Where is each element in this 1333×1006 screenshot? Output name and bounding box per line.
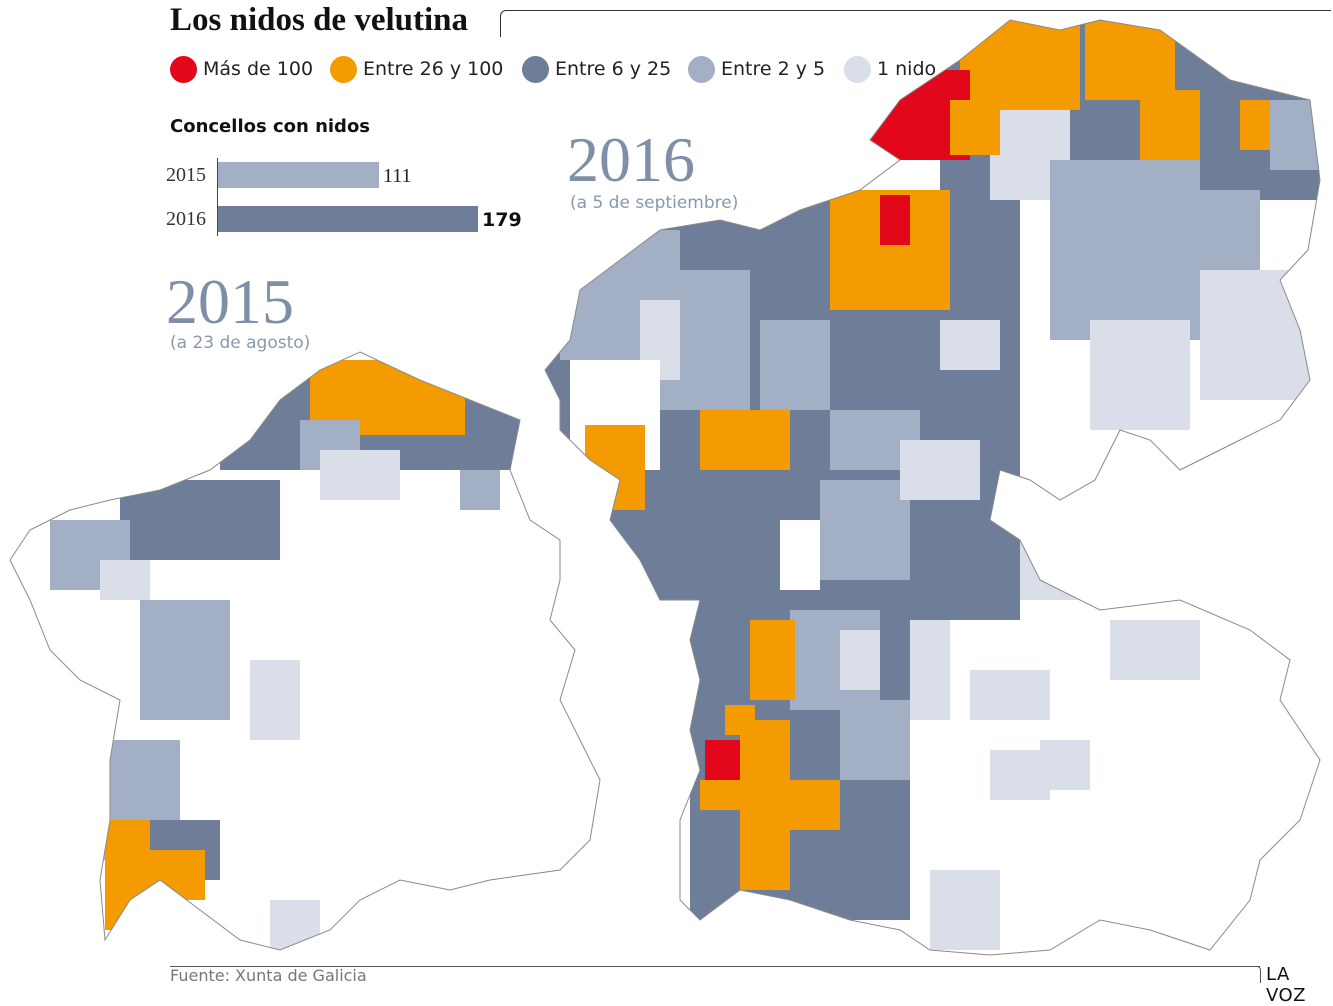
bar-category-label: 2016 bbox=[166, 208, 206, 230]
bar-chart-title: Concellos con nidos bbox=[170, 116, 371, 137]
legend-label: 1 nido bbox=[877, 58, 937, 80]
legend-item-26-100: Entre 26 y 100 bbox=[330, 54, 503, 84]
legend-item-1-nido: 1 nido bbox=[844, 54, 936, 84]
legend-item-mas-100: Más de 100 bbox=[170, 54, 313, 84]
legend-swatch bbox=[330, 55, 357, 83]
source-note: Fuente: Xunta de Galicia bbox=[170, 966, 367, 985]
legend-label: Entre 6 y 25 bbox=[555, 58, 672, 80]
year-label-2015: 2015 bbox=[166, 266, 294, 337]
date-label-2015: (a 23 de agosto) bbox=[170, 333, 311, 353]
legend-swatch bbox=[844, 55, 871, 83]
date-label-2016: (a 5 de septiembre) bbox=[570, 193, 739, 213]
bar-2016 bbox=[218, 206, 478, 232]
title-rule bbox=[500, 10, 1331, 37]
legend-item-2-5: Entre 2 y 5 bbox=[688, 54, 825, 84]
year-label-2016: 2016 bbox=[567, 124, 695, 195]
map-2016 bbox=[545, 20, 1320, 955]
legend-swatch bbox=[688, 55, 715, 83]
legend-swatch bbox=[522, 55, 549, 83]
footer-rule bbox=[170, 966, 1260, 967]
map-2015 bbox=[10, 352, 600, 950]
legend-item-6-25: Entre 6 y 25 bbox=[522, 54, 671, 84]
legend-swatch bbox=[170, 55, 197, 83]
bar-category-label: 2015 bbox=[166, 164, 206, 186]
page-title: Los nidos de velutina bbox=[170, 2, 468, 38]
bar-2015 bbox=[218, 162, 379, 188]
bar-chart-axis bbox=[217, 158, 218, 236]
outline-2016 bbox=[544, 19, 1321, 956]
legend-label: Más de 100 bbox=[203, 58, 314, 80]
brand-logo: LA VOZ bbox=[1266, 964, 1306, 1006]
bar-value-label: 179 bbox=[482, 209, 522, 231]
bar-value-label: 111 bbox=[383, 165, 412, 187]
legend-label: Entre 26 y 100 bbox=[363, 58, 504, 80]
outline-2015 bbox=[9, 351, 601, 951]
legend-label: Entre 2 y 5 bbox=[721, 58, 826, 80]
footer-tick bbox=[1256, 966, 1261, 983]
